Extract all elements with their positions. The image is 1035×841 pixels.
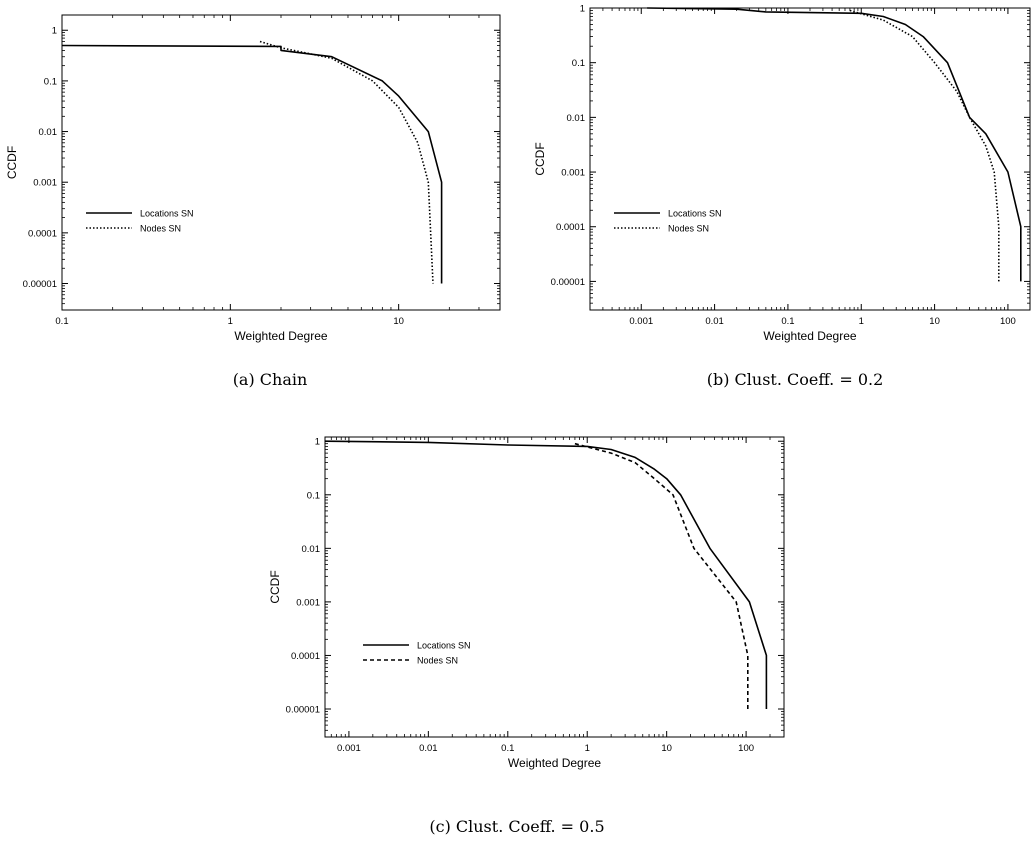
x-tick-label: 0.1 (501, 743, 514, 754)
x-tick-label: 1 (859, 316, 864, 327)
x-tick-label: 0.001 (337, 743, 361, 754)
y-tick-label: 0.001 (561, 168, 585, 179)
y-tick-label: 0.0001 (556, 222, 585, 233)
caption-c: (c) Clust. Coeff. = 0.5 (429, 817, 604, 836)
x-tick-label: 10 (661, 743, 672, 754)
x-tick-label: 0.1 (55, 316, 68, 327)
panel-b: 0.001 0.01 0.1 1 10 100 1 0.1 0.01 0.001 0.0001 0.0… (533, 4, 1031, 343)
y-tick-label: 1 (580, 4, 585, 15)
y-tick-label: 0.1 (572, 58, 585, 69)
y-tick-label: 0.001 (33, 178, 57, 189)
y-tick-label: 0.1 (307, 490, 320, 501)
y-tick-label: 0.00001 (551, 277, 585, 288)
y-axis-label: CCDF (5, 146, 19, 179)
legend-label: Nodes SN (140, 224, 181, 234)
plot-frame-b (589, 7, 1031, 311)
series-line-locations-sn (647, 7, 1022, 282)
legend-label: Locations SN (668, 209, 722, 219)
x-tick-label: 1 (228, 316, 233, 327)
panel-c: 0.001 0.01 0.1 1 10 100 1 0.1 0.01 0.001 0.0001 0.0… (268, 436, 785, 770)
x-tick-label: 100 (1000, 316, 1016, 327)
legend-label: Nodes SN (668, 224, 709, 234)
series-line-locations-sn (324, 440, 768, 709)
panel-a: 0.1 1 10 1 0.1 0.01 0.001 0.0001 0.00001 Weighted… (5, 14, 501, 343)
y-tick-label: 0.01 (302, 544, 321, 555)
y-tick-label: 0.01 (39, 127, 58, 138)
series-line-locations-sn (61, 44, 443, 284)
x-tick-label: 0.1 (781, 316, 794, 327)
y-tick-label: 0.01 (567, 113, 586, 124)
y-tick-label: 0.00001 (286, 704, 320, 715)
y-tick-label: 0.0001 (28, 228, 57, 239)
x-tick-label: 0.01 (705, 316, 724, 327)
plot-frame-c (324, 436, 785, 738)
x-axis-label: Weighted Degree (508, 756, 601, 770)
caption-a: (a) Chain (233, 370, 308, 389)
legend-label: Locations SN (140, 209, 194, 219)
x-tick-label: 0.001 (629, 316, 653, 327)
x-axis-label: Weighted Degree (234, 329, 327, 343)
plot-frame-a (61, 14, 501, 311)
caption-b: (b) Clust. Coeff. = 0.2 (707, 370, 884, 389)
y-tick-label: 0.00001 (23, 279, 57, 290)
y-tick-label: 1 (315, 437, 320, 448)
x-tick-label: 10 (929, 316, 940, 327)
x-tick-label: 100 (738, 743, 754, 754)
x-axis-label: Weighted Degree (763, 329, 856, 343)
x-tick-label: 0.01 (419, 743, 438, 754)
y-tick-label: 0.1 (44, 76, 57, 87)
y-tick-label: 0.001 (296, 597, 320, 608)
legend-label: Nodes SN (417, 656, 458, 666)
y-tick-label: 0.0001 (291, 651, 320, 662)
series-line-nodes-sn (849, 9, 1000, 282)
x-tick-label: 10 (393, 316, 404, 327)
y-tick-label: 1 (52, 26, 57, 37)
y-axis-label: CCDF (268, 570, 282, 603)
series-line-nodes-sn (259, 40, 434, 284)
legend-label: Locations SN (417, 641, 471, 651)
series-line-nodes-sn (574, 442, 749, 709)
x-tick-label: 1 (585, 743, 590, 754)
y-axis-label: CCDF (533, 142, 547, 175)
